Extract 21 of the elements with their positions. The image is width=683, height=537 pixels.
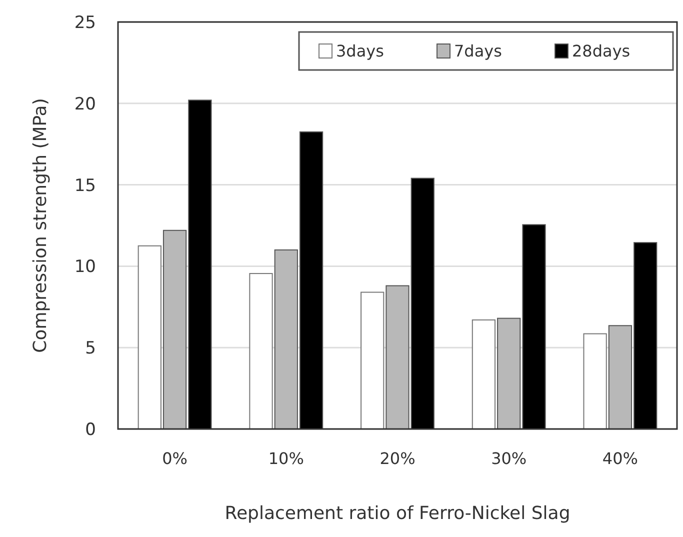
y-tick-label: 10	[74, 257, 96, 278]
x-tick-label: 0%	[162, 449, 188, 468]
legend-label: 7days	[454, 42, 502, 61]
y-tick-label: 15	[74, 176, 96, 196]
bar	[249, 273, 273, 430]
legend-label: 28days	[572, 42, 630, 61]
x-tick-label: 40%	[602, 449, 638, 468]
x-tick-label: 20%	[380, 449, 416, 468]
bar	[472, 319, 496, 430]
y-tick-label: 20	[74, 94, 96, 114]
y-tick-label: 5	[85, 338, 96, 359]
bar	[138, 245, 162, 430]
x-tick-label: 30%	[491, 449, 527, 468]
x-tick-label: 10%	[268, 449, 304, 468]
bar	[583, 333, 607, 430]
legend-label: 3days	[336, 42, 384, 61]
bar	[360, 292, 384, 430]
x-axis-title: Replacement ratio of Ferro-Nickel Slag	[224, 503, 570, 524]
y-axis-title: Compression strength (MPa)	[30, 98, 51, 353]
y-tick-label: 25	[74, 12, 96, 33]
y-tick-label: 0	[85, 420, 96, 440]
